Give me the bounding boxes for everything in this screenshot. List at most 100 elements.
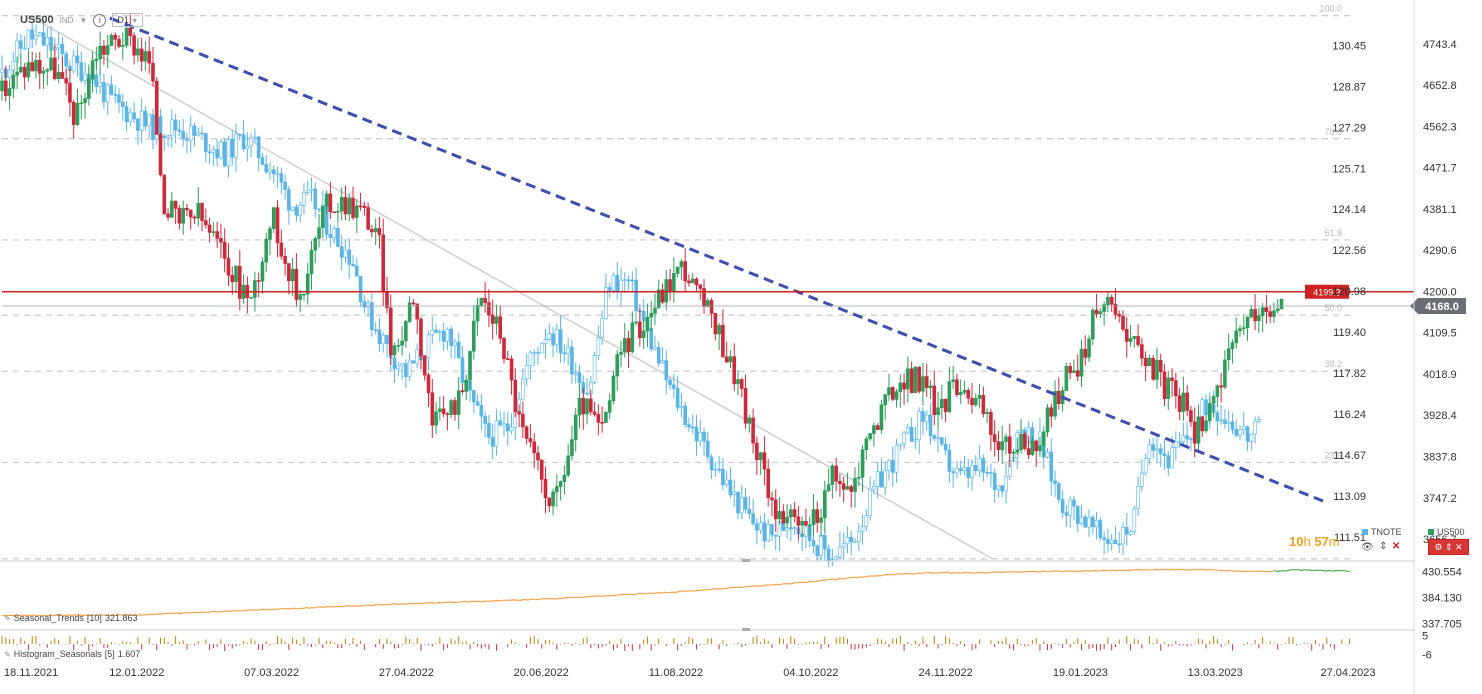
us500-candle: [22, 66, 27, 78]
us500-candle: [215, 231, 219, 239]
us500-candle: [109, 34, 114, 46]
us500-candle: [377, 228, 382, 236]
us500-candle: [706, 300, 710, 307]
us500-candle: [807, 524, 812, 527]
us500-candle: [1257, 315, 1261, 322]
us500-candle: [407, 302, 412, 322]
us500-candle: [653, 307, 657, 314]
tnote-candle: [1174, 441, 1178, 448]
tnote-candle: [947, 449, 952, 472]
tnote-swatch: [1362, 529, 1368, 535]
tnote-candle: [1075, 505, 1080, 524]
tnote-candle: [294, 206, 299, 216]
symbol-label[interactable]: US500: [20, 14, 54, 26]
tnote-candle: [1215, 412, 1220, 422]
us500-candle: [638, 321, 642, 339]
close-icon[interactable]: ✕: [1392, 541, 1401, 552]
tnote-candle: [966, 467, 971, 478]
date-axis-label: 27.04.2022: [379, 667, 434, 679]
histogram-seasonals-label[interactable]: ✎ Histogram_Seasonals [5] 1.607: [4, 649, 140, 659]
tnote-candle: [690, 426, 695, 429]
tnote-candle: [1253, 420, 1257, 435]
us500-candle: [1260, 307, 1265, 317]
us500-candle: [1275, 308, 1280, 312]
tnote-candle: [305, 189, 310, 193]
histogram-axis-tick: -6: [1422, 649, 1432, 661]
us500-candle: [1219, 385, 1223, 388]
us500-candle: [1143, 357, 1148, 367]
tnote-candle: [604, 287, 608, 319]
left-axis-tick: 120.98: [1332, 286, 1366, 298]
info-icon[interactable]: i: [93, 13, 107, 27]
us500-candle: [471, 320, 476, 352]
us500-candle: [743, 388, 748, 424]
us500-candle: [117, 38, 121, 47]
us500-candle: [555, 486, 559, 493]
us500-candle: [1106, 296, 1110, 305]
us500-candle: [102, 45, 106, 55]
tnote-candle: [641, 310, 646, 321]
tnote-candle: [1004, 476, 1008, 492]
us500-candle: [339, 197, 344, 212]
us500-candle: [777, 511, 782, 520]
tnote-candle: [128, 112, 133, 123]
us500-candle: [887, 387, 891, 395]
us500-candle: [536, 452, 540, 461]
timeframe-select[interactable]: D1 ▼: [112, 13, 144, 27]
last-price-tag: [1410, 298, 1466, 314]
tnote-candle: [992, 473, 997, 490]
tnote-candle: [879, 471, 884, 488]
pencil-icon[interactable]: ✎: [4, 613, 11, 623]
us500-candle: [570, 439, 574, 457]
tnote-candle: [622, 279, 627, 282]
date-axis-label: 18.11.2021: [4, 667, 58, 679]
us500-candle: [381, 234, 386, 292]
tnote-candle: [1079, 516, 1084, 524]
tnote-candle: [1155, 448, 1159, 451]
pencil-icon[interactable]: ✎: [4, 649, 11, 659]
legend-us500[interactable]: US500: [1428, 527, 1465, 537]
us500-candle: [977, 395, 982, 399]
tnote-candle: [1102, 537, 1106, 540]
eye-icon[interactable]: 👁: [1361, 542, 1374, 553]
tnote-candle: [181, 131, 185, 139]
legend-tnote[interactable]: TNOTE: [1362, 527, 1402, 537]
tnote-candle: [309, 188, 314, 191]
us500-candle: [422, 355, 427, 376]
us500-candle: [853, 477, 857, 492]
us500-candle: [30, 62, 34, 72]
settings-icon[interactable]: ⚙ ⇕ ✕: [1428, 539, 1469, 555]
tnote-candle: [7, 69, 12, 78]
seasonal-trends-label[interactable]: ✎ Seasonal_Trends [10] 321.863: [4, 613, 137, 623]
tnote-candle: [943, 443, 948, 451]
up-down-arrows-icon[interactable]: ⇕: [1379, 541, 1388, 552]
tnote-candle: [1057, 483, 1061, 500]
tnote-candle: [755, 523, 759, 531]
left-axis-tick: 111.51: [1334, 532, 1366, 544]
left-axis-tick: 124.14: [1332, 204, 1366, 216]
us500-candle: [819, 517, 823, 523]
helper-trend-line: [28, 15, 994, 560]
tnote-candle: [792, 527, 797, 529]
tnote-candle: [928, 414, 933, 437]
tnote-candle: [366, 302, 370, 308]
date-axis-label: 04.10.2022: [783, 667, 838, 679]
tnote-candle: [132, 112, 136, 120]
us500-candle: [287, 263, 291, 282]
chevron-down-icon[interactable]: ▼: [79, 15, 88, 25]
us500-candle: [589, 398, 593, 413]
tnote-candle: [932, 435, 937, 439]
tnote-candle: [868, 488, 872, 517]
us500-candle: [11, 74, 16, 89]
tnote-candle: [120, 102, 125, 107]
us500-candle: [811, 509, 816, 526]
us500-candle: [823, 490, 827, 519]
us500-candle: [456, 390, 461, 415]
us500-candle: [1204, 420, 1208, 432]
us500-candle: [1019, 433, 1023, 451]
tnote-candle: [460, 357, 465, 384]
tnote-candle: [109, 84, 114, 95]
tnote-candle: [1204, 399, 1208, 415]
us500-candle: [298, 294, 302, 300]
